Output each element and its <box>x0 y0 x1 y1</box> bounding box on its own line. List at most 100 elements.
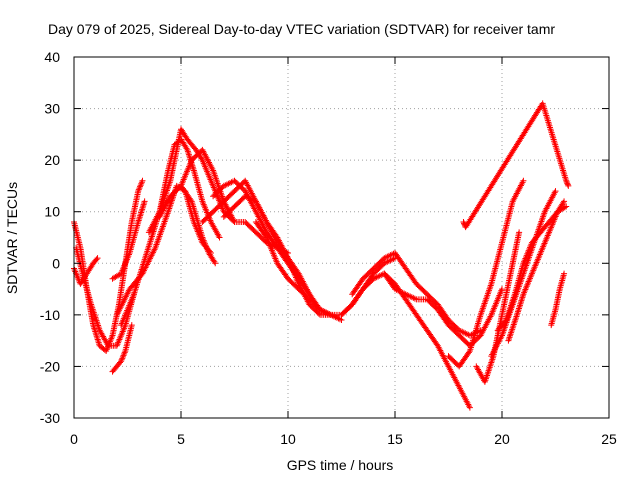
data-point-fill <box>200 158 216 188</box>
data-point-fill <box>488 287 505 317</box>
data-point-fill <box>221 204 237 219</box>
data-point-fill <box>84 261 96 276</box>
series-track-22 <box>505 198 568 344</box>
series-track-15 <box>338 270 473 411</box>
data-point <box>139 177 146 184</box>
data-point <box>563 177 570 184</box>
data-point-fill <box>286 276 301 291</box>
data-point-fill <box>552 287 563 311</box>
data-point-fill <box>78 272 89 286</box>
data-point-fill <box>495 318 509 333</box>
data-point-fill <box>510 179 526 203</box>
data-point-fill <box>200 209 215 224</box>
y-tick-label: 10 <box>44 204 60 220</box>
data-point <box>561 198 568 205</box>
data-point-fill <box>538 220 552 235</box>
data-point <box>212 260 219 267</box>
data-point-fill <box>191 169 205 203</box>
data-point-fill <box>499 272 514 317</box>
data-point-fill <box>414 282 429 297</box>
data-point-fill <box>118 349 128 363</box>
axis-ticks: 0 5 10 15 20 25 40 30 20 10 0 -10 -20 -30 <box>40 49 617 447</box>
data-point-fill <box>435 344 451 368</box>
y-tick-label: -30 <box>40 410 60 426</box>
data-point-fill <box>467 313 484 353</box>
data-point-fill <box>253 220 269 240</box>
series-track-16 <box>349 249 484 339</box>
data-point-fill <box>530 230 543 245</box>
data-point-fill <box>514 292 526 317</box>
data-point-fill <box>157 194 173 219</box>
data-point <box>563 203 570 210</box>
data-point-fill <box>114 287 132 317</box>
data-point-fill <box>499 200 516 244</box>
data-point-fill <box>221 189 237 204</box>
x-axis-label: GPS time / hours <box>287 457 394 473</box>
series-track-21 <box>494 203 570 334</box>
data-point-fill <box>361 266 376 281</box>
x-tick-label: 10 <box>280 431 296 447</box>
data-point-fill <box>185 137 198 152</box>
data-point-fill <box>542 189 558 214</box>
series-track-5 <box>109 198 148 282</box>
data-point <box>552 188 559 195</box>
data-point-fill <box>446 318 462 333</box>
data-point-fill <box>392 251 408 271</box>
series-track-18 <box>445 177 527 370</box>
series-track-17 <box>381 270 505 349</box>
data-point-fill <box>463 101 545 229</box>
data-point-fill <box>425 297 440 312</box>
data-point-fill <box>275 261 291 281</box>
x-tick-label: 20 <box>494 431 510 447</box>
series-track-23 <box>548 270 568 329</box>
data-point-fill <box>507 231 522 275</box>
data-point-fill <box>178 184 194 203</box>
y-tick-label: 30 <box>44 101 60 117</box>
data-point-fill <box>114 359 124 369</box>
data-point-fill <box>478 282 494 317</box>
x-tick-label: 15 <box>387 431 403 447</box>
data-point-fill <box>521 272 535 296</box>
data-point-fill <box>414 313 430 332</box>
data-point-fill <box>457 328 472 338</box>
data-point-fill <box>555 199 567 214</box>
data-point-fill <box>90 323 103 348</box>
data-point-fill <box>489 334 505 358</box>
data-point-fill <box>318 307 333 318</box>
y-axis-label: SDTVAR / TECUs <box>4 182 20 294</box>
data-point <box>499 286 505 293</box>
data-point-fill <box>275 241 291 260</box>
data-point-fill <box>211 199 226 214</box>
data-point-fill <box>296 287 312 302</box>
data-point-fill <box>425 292 440 307</box>
y-tick-label: 40 <box>44 49 60 65</box>
data-point-fill <box>361 276 376 291</box>
data-point-fill <box>521 241 535 265</box>
data-point-fill <box>350 277 365 296</box>
x-tick-label: 0 <box>70 431 78 447</box>
data-point-fill <box>118 251 132 276</box>
data-point-fill <box>371 256 387 271</box>
data-point-fill <box>129 189 141 224</box>
data-point-fill <box>382 272 398 291</box>
data-point-fill <box>563 179 571 188</box>
data-point-fill <box>296 272 312 296</box>
data-point-fill <box>232 178 248 193</box>
data-point-fill <box>350 287 365 307</box>
series-track-9 <box>156 182 219 267</box>
data-point-fill <box>540 102 569 183</box>
data-point-fill <box>403 266 419 286</box>
data-point-fill <box>243 193 258 204</box>
data-point-fill <box>165 143 178 172</box>
grid <box>74 57 609 418</box>
series-track-4 <box>109 322 135 375</box>
data-point-fill <box>127 220 141 255</box>
data-point-fill <box>446 365 462 389</box>
data-point-fill <box>425 328 440 348</box>
data-point-fill <box>140 246 158 276</box>
data-point-fill <box>503 292 518 322</box>
data-point-fill <box>404 291 418 302</box>
data-point-fill <box>482 354 496 384</box>
data-point-fill <box>114 323 128 348</box>
